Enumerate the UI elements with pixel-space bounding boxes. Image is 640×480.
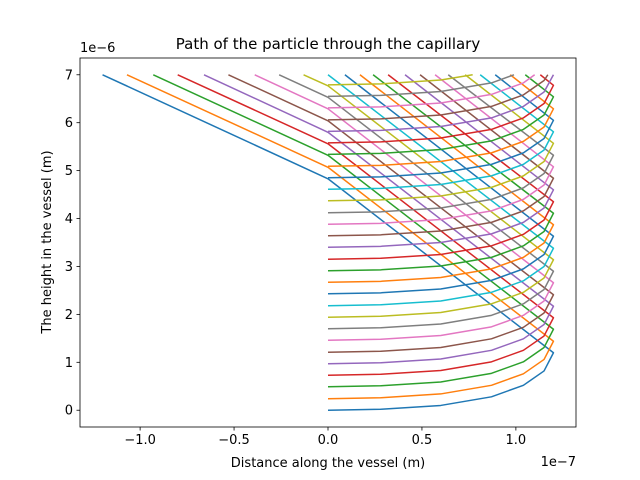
- series-line: [126, 74, 555, 400]
- series-line: [254, 74, 555, 342]
- y-tick-label: 7: [65, 68, 73, 83]
- x-tick-label: 0.0: [318, 433, 339, 448]
- series-line: [327, 74, 515, 98]
- series-line: [228, 74, 555, 353]
- series-line: [303, 74, 555, 319]
- x-tick-label: −0.5: [218, 433, 250, 448]
- y-axis-label: The height in the vessel (m): [40, 150, 55, 334]
- series-line: [327, 74, 555, 133]
- y-tick-label: 0: [65, 404, 73, 419]
- series-line: [177, 74, 555, 376]
- series-line: [203, 74, 555, 365]
- series-line: [327, 74, 555, 261]
- series-line: [327, 74, 549, 121]
- series-line: [152, 74, 555, 388]
- y-offset-label: 1e−6: [80, 41, 115, 56]
- x-tick-label: −1.0: [124, 433, 156, 448]
- series-line: [327, 74, 555, 179]
- series-line: [327, 74, 555, 226]
- x-tick-label: 1.0: [506, 433, 527, 448]
- x-offset-label: 1e−7: [541, 455, 576, 470]
- series-line: [327, 74, 473, 86]
- x-axis-label: Distance along the vessel (m): [231, 456, 425, 471]
- series-line: [327, 74, 555, 249]
- series-line: [327, 74, 555, 144]
- series-line: [327, 74, 555, 156]
- series-line: [327, 74, 536, 109]
- y-tick-label: 4: [65, 212, 73, 227]
- y-tick-label: 2: [65, 308, 73, 323]
- series-line: [327, 74, 555, 202]
- x-tick-label: 0.5: [412, 433, 433, 448]
- series-line: [278, 74, 555, 330]
- series-line: [327, 74, 555, 295]
- y-tick-label: 5: [65, 164, 73, 179]
- series-line: [327, 74, 555, 237]
- y-tick-label: 3: [65, 260, 73, 275]
- series-line: [327, 74, 555, 307]
- series-line: [102, 74, 555, 411]
- chart-title: Path of the particle through the capilla…: [176, 35, 481, 53]
- series-line: [327, 74, 555, 284]
- series-line: [327, 74, 555, 214]
- series-line: [327, 74, 555, 272]
- series-line: [327, 74, 555, 168]
- y-tick-label: 6: [65, 116, 73, 131]
- y-tick-label: 1: [65, 356, 73, 371]
- series-line: [327, 74, 555, 191]
